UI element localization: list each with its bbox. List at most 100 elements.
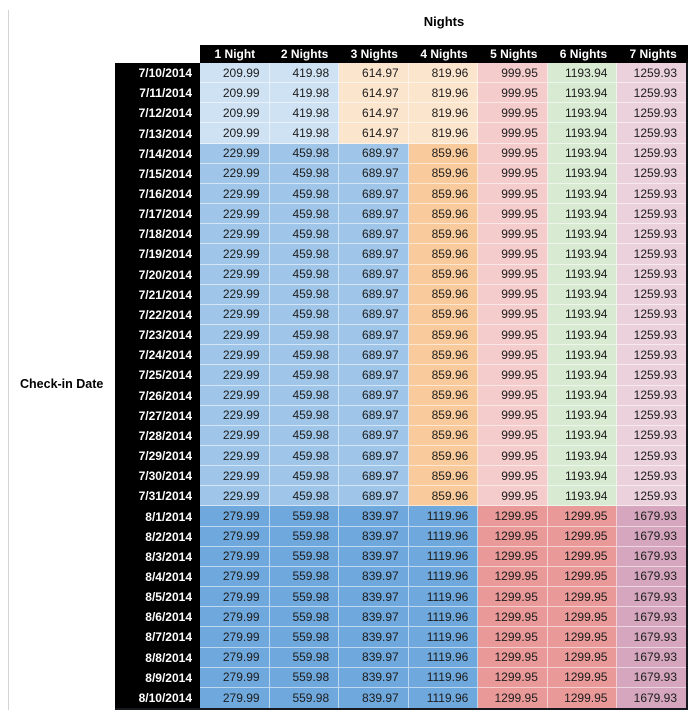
price-cell: 419.98 <box>269 103 340 124</box>
price-cell: 859.96 <box>408 486 479 507</box>
price-cell: 1259.93 <box>617 365 687 386</box>
checkin-date-cell: 7/25/2014 <box>115 365 200 386</box>
price-cell: 1259.93 <box>617 425 687 446</box>
checkin-date-cell: 7/26/2014 <box>115 385 200 406</box>
price-cell: 1679.93 <box>617 687 687 708</box>
price-cell: 279.99 <box>200 587 270 608</box>
checkin-date-cell: 7/29/2014 <box>115 445 200 467</box>
price-cell: 1299.95 <box>547 647 618 668</box>
price-cell: 859.96 <box>408 163 479 184</box>
price-cell: 459.98 <box>269 163 340 184</box>
price-cell: 1299.95 <box>478 627 548 648</box>
checkin-date-cell: 7/14/2014 <box>115 143 200 164</box>
price-cell: 999.95 <box>478 365 548 386</box>
price-cell: 839.97 <box>339 687 409 708</box>
price-cell: 459.98 <box>269 325 340 346</box>
checkin-date-cell: 7/16/2014 <box>115 183 200 205</box>
checkin-date-cell: 7/30/2014 <box>115 466 200 487</box>
checkin-date-cell: 7/11/2014 <box>115 83 200 104</box>
price-cell: 1193.94 <box>547 163 618 184</box>
price-cell: 279.99 <box>200 647 270 668</box>
price-cell: 859.96 <box>408 224 479 245</box>
price-cell: 1193.94 <box>547 486 618 507</box>
price-cell: 999.95 <box>478 264 548 285</box>
price-cell: 999.95 <box>478 63 548 84</box>
price-cell: 1299.95 <box>547 687 618 708</box>
table-row: 7/23/2014 229.99 459.98 689.97 859.96 999.95 1… <box>115 325 687 346</box>
table-row: 7/13/2014 209.99 419.98 614.97 819.96 999.95 1… <box>115 123 687 144</box>
price-cell: 839.97 <box>339 587 409 608</box>
price-cell: 279.99 <box>200 566 270 588</box>
price-cell: 1193.94 <box>547 183 618 205</box>
price-cell: 229.99 <box>200 385 270 406</box>
price-cell: 1259.93 <box>617 244 687 265</box>
checkin-date-cell: 7/15/2014 <box>115 163 200 184</box>
price-cell: 559.98 <box>269 526 340 547</box>
price-cell: 279.99 <box>200 526 270 547</box>
price-cell: 459.98 <box>269 466 340 487</box>
price-cell: 689.97 <box>339 325 409 346</box>
price-cell: 1193.94 <box>547 365 618 386</box>
price-cell: 859.96 <box>408 345 479 366</box>
price-cell: 229.99 <box>200 143 270 164</box>
price-cell: 689.97 <box>339 244 409 265</box>
price-cell: 209.99 <box>200 103 270 124</box>
price-cell: 1119.96 <box>408 627 479 648</box>
price-cell: 859.96 <box>408 365 479 386</box>
price-cell: 1679.93 <box>617 566 687 588</box>
column-header: 3 Nights <box>350 47 398 61</box>
checkin-date-cell: 8/10/2014 <box>115 687 200 708</box>
table-row: 7/26/2014 229.99 459.98 689.97 859.96 999.95 1… <box>115 385 687 406</box>
price-cell: 559.98 <box>269 566 340 588</box>
price-cell: 689.97 <box>339 405 409 426</box>
price-cell: 559.98 <box>269 647 340 668</box>
price-cell: 839.97 <box>339 506 409 527</box>
checkin-date-cell: 8/8/2014 <box>115 647 200 668</box>
price-cell: 279.99 <box>200 687 270 708</box>
price-cell: 1193.94 <box>547 224 618 245</box>
price-cell: 459.98 <box>269 284 340 305</box>
table-row: 8/7/2014 279.99 559.98 839.97 1119.96 1299.95… <box>115 627 687 648</box>
price-cell: 559.98 <box>269 607 340 628</box>
price-cell: 999.95 <box>478 345 548 366</box>
checkin-date-cell: 7/20/2014 <box>115 264 200 285</box>
price-cell: 819.96 <box>408 103 479 124</box>
checkin-date-cell: 8/3/2014 <box>115 546 200 567</box>
price-cell: 229.99 <box>200 425 270 446</box>
price-cell: 1299.95 <box>547 546 618 567</box>
price-cell: 859.96 <box>408 325 479 346</box>
price-cell: 279.99 <box>200 667 270 688</box>
price-cell: 419.98 <box>269 83 340 104</box>
price-cell: 689.97 <box>339 143 409 164</box>
price-cell: 859.96 <box>408 405 479 426</box>
price-cell: 1679.93 <box>617 647 687 668</box>
price-cell: 1193.94 <box>547 425 618 446</box>
table-row: 8/3/2014 279.99 559.98 839.97 1119.96 1299.95… <box>115 546 687 567</box>
price-cell: 999.95 <box>478 143 548 164</box>
price-cell: 1193.94 <box>547 244 618 265</box>
price-cell: 999.95 <box>478 183 548 205</box>
chart-title: Nights <box>423 14 465 29</box>
price-cell: 1193.94 <box>547 83 618 104</box>
price-cell: 999.95 <box>478 405 548 426</box>
price-cell: 229.99 <box>200 304 270 326</box>
price-cell: 859.96 <box>408 445 479 467</box>
table-row: 7/19/2014 229.99 459.98 689.97 859.96 999.95 1… <box>115 244 687 265</box>
price-cell: 689.97 <box>339 204 409 225</box>
price-cell: 1259.93 <box>617 325 687 346</box>
price-cell: 419.98 <box>269 63 340 84</box>
price-cell: 1193.94 <box>547 325 618 346</box>
price-cell: 1679.93 <box>617 546 687 567</box>
price-cell: 459.98 <box>269 405 340 426</box>
price-cell: 999.95 <box>478 163 548 184</box>
table-row: 7/11/2014 209.99 419.98 614.97 819.96 999.95 1… <box>115 83 687 104</box>
price-cell: 1299.95 <box>547 607 618 628</box>
table-row: 7/15/2014 229.99 459.98 689.97 859.96 999.95 1… <box>115 163 687 184</box>
price-cell: 614.97 <box>339 83 409 104</box>
price-cell: 229.99 <box>200 284 270 305</box>
table-row: 8/2/2014 279.99 559.98 839.97 1119.96 1299.95… <box>115 526 687 547</box>
price-cell: 1259.93 <box>617 486 687 507</box>
price-cell: 839.97 <box>339 647 409 668</box>
price-cell: 1259.93 <box>617 405 687 426</box>
price-cell: 689.97 <box>339 264 409 285</box>
